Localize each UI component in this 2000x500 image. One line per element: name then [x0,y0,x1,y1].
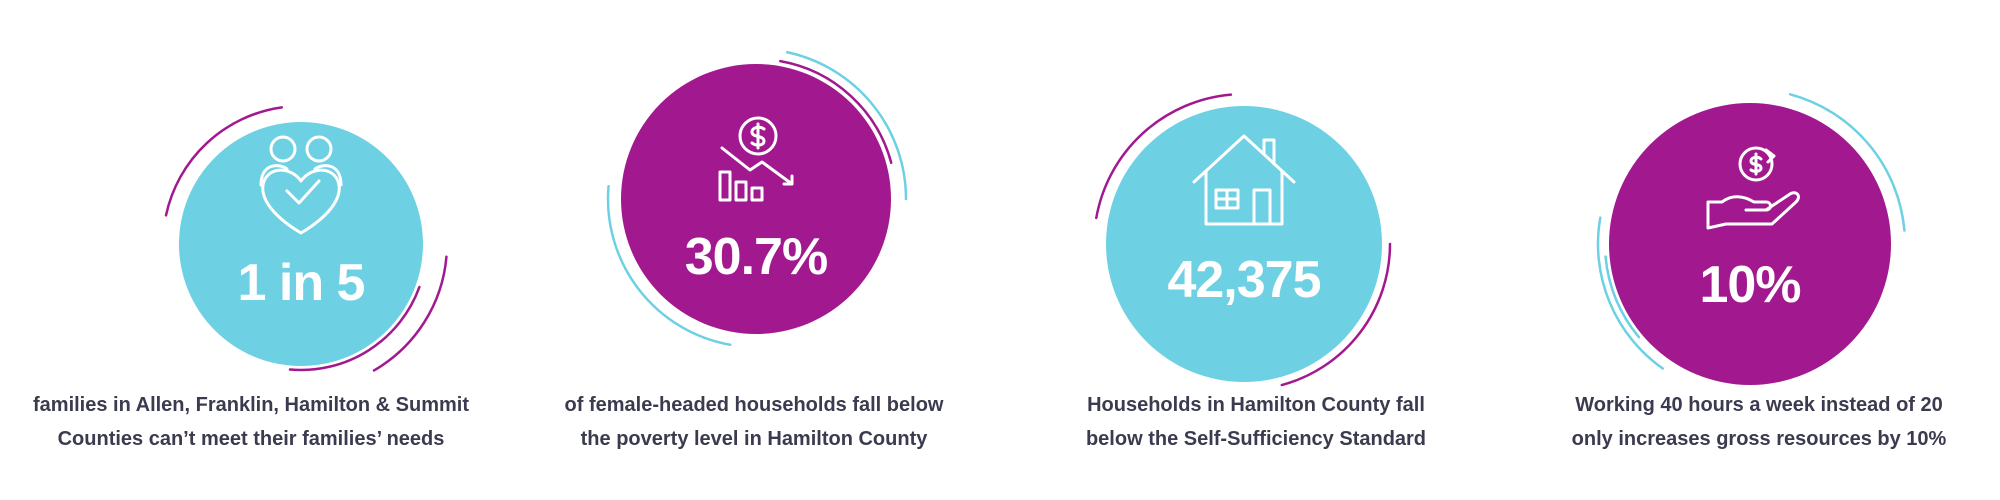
stat-caption: the poverty level in Hamilton County [581,428,929,450]
stat-caption: Households in Hamilton County fall [1087,394,1425,416]
stat-value: 1 in 5 [238,254,365,312]
accent-arc [1280,242,1392,387]
stat-value: 30.7% [685,228,827,286]
stat-value: 42,375 [1167,251,1320,309]
house-icon [1192,134,1296,226]
stat-caption: Working 40 hours a week instead of 20 [1575,394,1943,416]
accent-arc [1095,93,1233,220]
accent-arc [785,51,908,201]
decorative-arcs [164,51,1906,387]
accent-arc [606,184,732,347]
stat-circle [179,122,423,366]
hand-money-icon [1706,146,1800,230]
accent-arc [372,255,448,372]
stat-caption: only increases gross resources by 10% [1572,428,1947,450]
stat-circle [1609,103,1891,385]
accent-arc [779,59,893,165]
stat-caption: families in Allen, Franklin, Hamilton & … [33,394,469,416]
accent-arc [1788,93,1906,232]
accent-arc [1604,255,1641,339]
stat-caption: of female-headed households fall below [565,394,944,416]
money-down-icon [718,116,794,202]
stat-circle [1106,106,1382,382]
stat-value: 10% [1699,256,1800,314]
accent-arc [164,106,284,217]
stat-caption: Counties can’t meet their families’ need… [58,428,445,450]
accent-arc [288,285,421,372]
family-icon [259,135,343,235]
stat-caption: below the Self-Sufficiency Standard [1086,428,1426,450]
accent-arc [1596,216,1665,370]
